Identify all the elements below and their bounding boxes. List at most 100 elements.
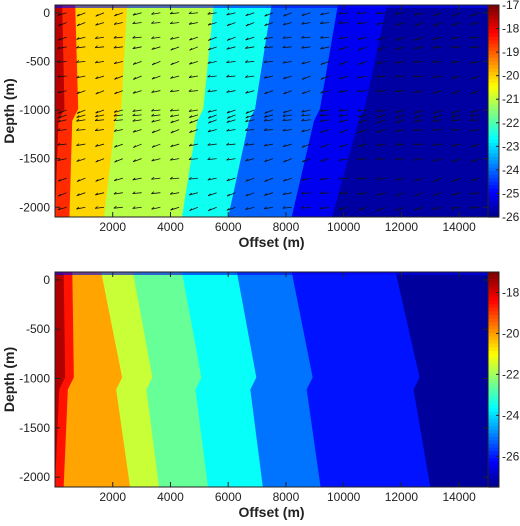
quiver-arrow [301,12,311,17]
quiver-arrow [357,177,367,180]
quiver-arrowhead [245,119,249,123]
quiver-arrow [339,119,349,123]
quiver-arrowhead [357,176,361,180]
quiver-arrowhead [320,191,324,194]
quiver-arrow [76,114,86,118]
quiver-arrow [170,75,180,79]
quiver-arrowhead [245,90,249,94]
quiver-arrow [301,109,311,113]
colorbar-swatch [488,86,499,91]
quiver-arrow [357,90,367,93]
quiver-arrowhead [263,143,267,147]
quiver-arrowhead [470,144,474,148]
quiver-arrowhead [189,37,193,41]
quiver-arrow [58,22,67,27]
colorbar-swatch [488,358,499,363]
quiver-arrow [358,36,367,41]
quiver-arrowhead [226,38,230,41]
quiver-arrow [263,61,273,63]
quiver-arrowhead [357,108,361,112]
quiver-arrowhead [76,111,80,114]
colorbar-swatch [488,185,499,190]
y-axis-label: Depth (m) [1,347,17,412]
quiver-arrow [432,119,442,122]
quiver-arrow [320,46,330,50]
quiver-arrow [114,143,123,148]
colorbar-swatch [488,282,499,287]
quiver-arrow [189,192,198,196]
quiver-arrowhead [301,13,305,17]
quiver-arrowhead [226,193,230,197]
quiver-arrowhead [226,74,230,78]
quiver-arrowhead [189,48,193,51]
quiver-arrow [470,36,480,39]
quiver-arrow [57,46,67,50]
quiver-arrow [283,12,292,17]
quiver-arrow [395,114,405,119]
quiver-arrowhead [301,77,305,80]
quiver-arrow [170,61,180,66]
quiver-arrowhead [376,120,380,124]
quiver-arrowhead [95,91,99,95]
quiver-arrowhead [113,129,117,132]
quiver-arrowhead [263,118,267,122]
quiver-arrow [264,109,274,114]
quiver-arrowhead [57,193,61,197]
quiver-arrow [113,129,123,132]
quiver-arrow [76,22,86,27]
quiver-arrow [95,90,105,95]
quiver-arrowhead [170,62,174,66]
colorbar-swatch [488,386,499,391]
colorbar-swatch [488,472,499,477]
quiver-arrow [245,36,255,41]
quiver-arrowhead [188,75,192,78]
quiver-arrow [376,177,386,180]
quiver-arrowhead [282,144,286,148]
quiver-arrowhead [301,91,305,95]
quiver-arrowhead [339,47,343,51]
quiver-arrow [226,46,236,50]
quiver-arrowhead [395,23,399,26]
quiver-arrow [470,90,480,95]
quiver-arrow [76,90,86,95]
quiver-arrowhead [282,205,286,209]
quiver-arrow [320,206,330,210]
colorbar-swatch [488,82,499,87]
x-axis-label: Offset (m) [238,234,304,250]
colorbar-swatch [488,149,499,154]
colorbar-swatch [488,347,499,352]
colorbar-swatch [488,61,499,66]
y-tick-label: -500 [26,54,50,68]
colorbar-swatch [488,433,499,438]
quiver-arrow [339,75,349,80]
quiver-arrow [414,206,424,211]
colorbar-swatch [488,8,499,13]
quiver-arrowhead [151,158,155,162]
colorbar-swatch [488,65,499,70]
quiver-arrowhead [245,158,249,162]
quiver-arrow [358,46,367,51]
quiver-arrow [95,36,105,40]
colorbar-swatch [488,461,499,467]
quiver-arrow [433,114,442,119]
quiver-arrow [189,143,198,147]
quiver-arrow [451,192,461,196]
quiver-arrow [170,192,180,195]
quiver-arrowhead [57,178,61,182]
quiver-arrow [357,12,367,15]
quiver-arrow [188,22,198,25]
quiver-arrowhead [301,191,305,195]
colorbar: -17 -18 -19 -20 -21 -22 -23 -24 -25 -26 [487,0,520,224]
quiver-arrow [226,109,236,114]
quiver-arrow [189,114,199,118]
quiver-arrow [170,12,180,15]
quiver-arrowhead [113,110,117,113]
colorbar-swatch [488,361,499,366]
quiver-arrow [226,129,236,132]
quiver-arrow [113,36,123,39]
quiver-arrowhead [188,192,192,196]
quiver-arrow [451,114,461,118]
quiver-arrow [226,158,236,161]
quiver-arrow [433,158,442,162]
quiver-arrowhead [432,158,436,162]
